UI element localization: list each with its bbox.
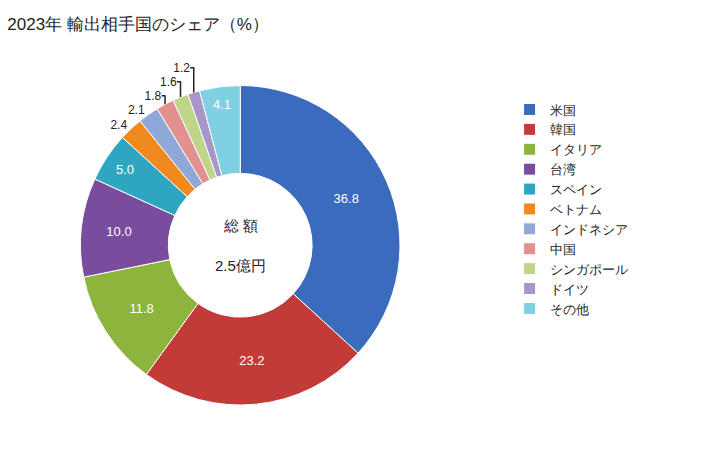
svg-text:米国: 米国 (550, 103, 576, 118)
svg-text:2023年 輸出相手国のシェア（%）: 2023年 輸出相手国のシェア（%） (7, 15, 269, 34)
svg-text:韓国: 韓国 (550, 122, 576, 137)
svg-text:11.8: 11.8 (129, 301, 153, 316)
svg-text:ドイツ: ドイツ (550, 282, 589, 297)
svg-text:1.8: 1.8 (145, 89, 162, 103)
svg-text:2.4: 2.4 (110, 118, 127, 132)
svg-text:2.1: 2.1 (128, 103, 145, 117)
svg-text:10.0: 10.0 (106, 224, 131, 239)
svg-text:イタリア: イタリア (550, 142, 602, 157)
svg-text:スペイン: スペイン (550, 182, 602, 197)
svg-text:5.0: 5.0 (116, 162, 134, 177)
svg-text:2.5億円: 2.5億円 (215, 257, 266, 274)
svg-text:23.2: 23.2 (239, 353, 264, 368)
svg-text:1.6: 1.6 (160, 75, 177, 89)
svg-text:1.2: 1.2 (173, 61, 190, 75)
svg-text:その他: その他 (550, 302, 589, 317)
svg-text:総 額: 総 額 (223, 217, 258, 234)
svg-text:インドネシア: インドネシア (550, 222, 628, 237)
svg-text:36.8: 36.8 (334, 191, 359, 206)
svg-text:4.1: 4.1 (213, 97, 231, 112)
svg-text:シンガポール: シンガポール (550, 262, 628, 277)
svg-text:台湾: 台湾 (550, 162, 576, 177)
svg-text:ベトナム: ベトナム (550, 202, 602, 217)
svg-text:中国: 中国 (550, 242, 576, 257)
